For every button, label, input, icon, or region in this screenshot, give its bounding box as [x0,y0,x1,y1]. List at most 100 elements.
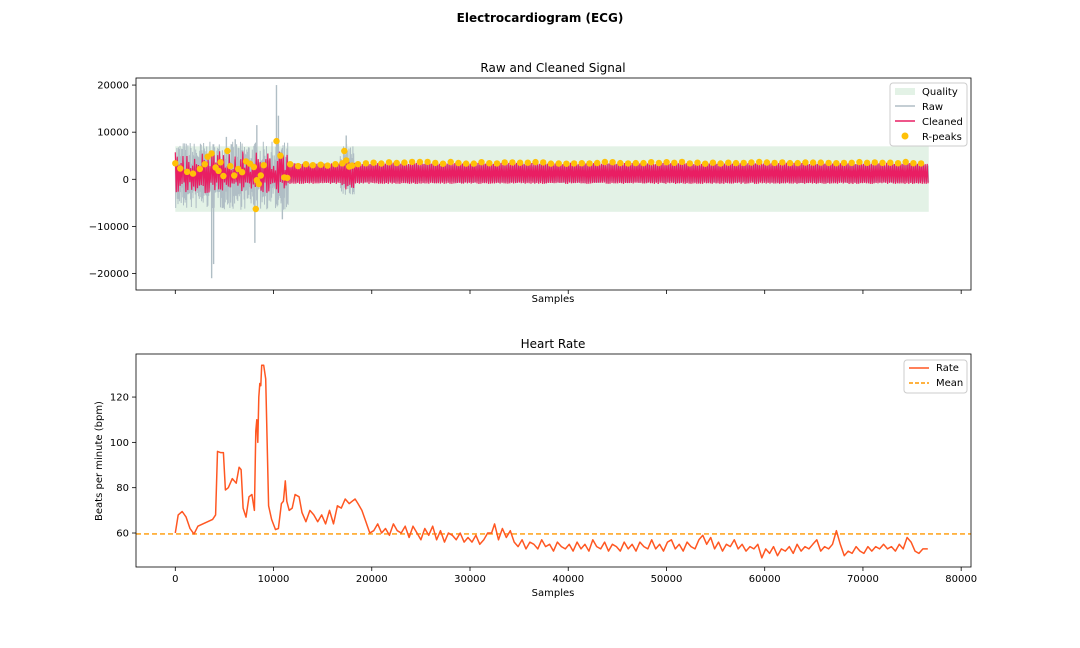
r-peak-marker [201,161,208,168]
r-peak-marker [385,159,393,166]
signal-y-tick-label: 20000 [97,81,129,92]
r-peak-marker [362,160,370,167]
r-peak-marker [779,159,786,166]
r-peak-marker [586,160,593,167]
r-peak-marker [516,159,524,166]
heart-rate-line [174,364,928,559]
signal-y-tick-label: −10000 [89,222,129,233]
signal-legend: Quality Raw Cleaned R-peaks [889,82,968,147]
r-peak-marker [532,158,539,166]
signal-y-tick-label: 0 [123,175,129,186]
r-peak-marker [447,158,454,166]
r-peak-marker [284,174,291,182]
heart-rate-x-tick-label: 10000 [258,574,290,585]
r-peak-marker [601,158,609,166]
legend-quality-label: Quality [922,87,958,98]
signal-chart-title: Raw and Cleaned Signal [480,61,625,75]
r-peak-marker [424,158,431,166]
r-peak-marker [309,162,316,169]
r-peak-marker [624,160,632,167]
r-peak-marker [702,160,709,167]
signal-y-ticks: −20000 −10000 0 10000 20000 [89,81,136,280]
r-peak-marker [694,159,701,166]
r-peak-marker [509,159,516,166]
r-peak-marker [287,161,294,168]
signal-y-tick-label: −20000 [89,269,129,280]
r-peak-marker [378,160,385,167]
heart-rate-x-tick-label: 80000 [945,574,977,585]
r-peak-marker [648,159,655,166]
r-peak-marker [238,169,246,176]
r-peak-marker [393,159,400,167]
heart-rate-x-tick-label: 0 [172,574,178,585]
heart-rate-legend: Rate Mean [903,359,968,394]
r-peak-marker [260,162,267,169]
signal-plot-area [172,85,930,279]
r-peak-marker [273,137,280,145]
r-peak-marker [354,161,362,168]
r-peak-marker [570,160,578,167]
heart-rate-x-ticks: 0 10000 20000 30000 40000 50000 60000 70000 8000… [172,567,977,585]
r-peak-marker [786,159,794,167]
r-peak-marker [177,165,184,172]
r-peak-marker [617,159,624,167]
r-peak-marker [294,162,302,170]
r-peak-marker [863,159,871,166]
r-peak-marker [220,172,227,180]
heart-rate-x-tick-label: 50000 [651,574,683,585]
r-peak-marker [332,161,339,168]
r-peak-marker [686,160,693,167]
r-peak-marker [563,160,570,167]
r-peak-marker [794,159,801,167]
heart-rate-panel: Heart Rate 0 10000 20000 30000 40000 50000 600… [94,337,977,599]
r-peak-marker [725,159,732,166]
r-peak-marker [763,159,771,166]
r-peak-marker [655,159,663,167]
heart-rate-y-tick-label: 60 [116,529,129,540]
signal-x-ticks [174,290,962,294]
heart-rate-x-tick-label: 20000 [356,574,388,585]
r-peak-marker [748,159,755,166]
r-peak-marker [609,159,616,166]
r-peak-marker [524,159,531,166]
r-peak-marker [217,159,224,166]
r-peak-marker [486,160,493,167]
signal-x-axis-label: Samples [532,294,575,305]
r-peak-marker [894,160,902,167]
r-peak-marker [196,165,204,173]
r-peak-marker [840,159,848,167]
r-peak-marker [257,172,264,179]
r-peak-marker [671,159,678,166]
heart-rate-chart-title: Heart Rate [521,337,586,351]
legend-quality-swatch [895,88,915,95]
signal-legend-box [889,82,968,147]
r-peak-marker [632,159,639,167]
r-peak-marker [709,159,717,166]
heart-rate-x-axis-label: Samples [532,588,575,599]
r-peak-marker [348,162,356,169]
heart-rate-y-tick-label: 100 [110,438,129,449]
r-peak-marker [470,160,477,167]
r-peak-marker [317,161,324,168]
r-peak-marker [678,158,686,166]
r-peak-marker [547,160,555,167]
r-peak-marker [370,159,377,166]
r-peak-marker [227,162,234,170]
heart-rate-plot-area [136,364,971,559]
r-peak-marker [183,168,191,175]
r-peak-marker [493,160,501,167]
r-peak-marker [462,160,470,167]
r-peak-marker [432,159,439,167]
r-peak-marker [809,159,817,166]
r-peak-marker [917,160,925,167]
r-peak-marker [252,205,259,213]
figure-title: Electrocardiogram (ECG) [457,11,624,25]
r-peak-marker [416,158,424,166]
r-peak-marker [555,160,562,167]
r-peak-marker [887,159,894,166]
r-peak-marker [740,159,747,167]
r-peak-marker [439,160,447,167]
r-peak-marker [640,159,647,167]
r-peak-marker [848,159,855,166]
